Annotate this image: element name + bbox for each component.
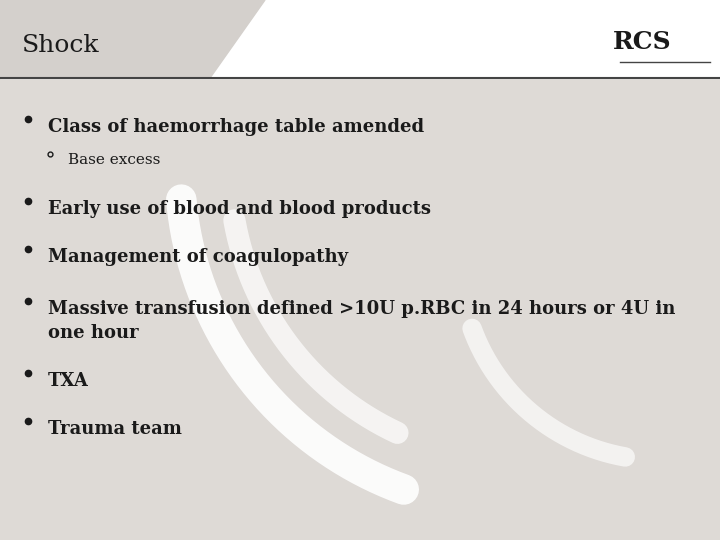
Text: RCS: RCS xyxy=(613,30,672,54)
Text: Shock: Shock xyxy=(22,35,99,57)
Text: Management of coagulopathy: Management of coagulopathy xyxy=(48,248,348,266)
Text: Base excess: Base excess xyxy=(68,153,161,167)
Bar xyxy=(0,0,720,78)
Text: Massive transfusion defined >10U p.RBC in 24 hours or 4U in
one hour: Massive transfusion defined >10U p.RBC i… xyxy=(48,300,675,342)
Text: Class of haemorrhage table amended: Class of haemorrhage table amended xyxy=(48,118,424,136)
Text: TXA: TXA xyxy=(48,372,89,390)
Text: Early use of blood and blood products: Early use of blood and blood products xyxy=(48,200,431,218)
Text: Trauma team: Trauma team xyxy=(48,420,182,438)
Polygon shape xyxy=(0,0,265,78)
